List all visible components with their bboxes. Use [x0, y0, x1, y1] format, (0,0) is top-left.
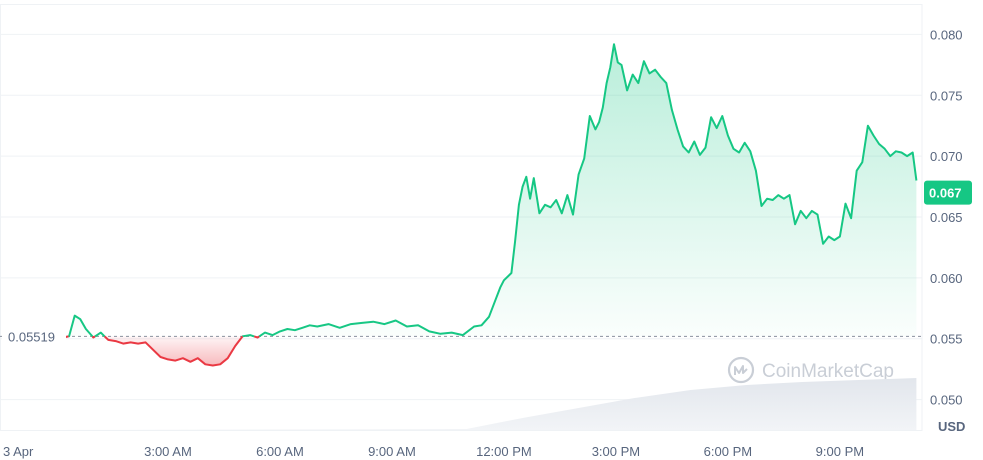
watermark-text: CoinMarketCap [762, 361, 894, 382]
y-tick-label: 0.080 [930, 27, 963, 42]
x-tick-label: 9:00 PM [816, 444, 864, 459]
coinmarketcap-logo-icon [727, 356, 755, 384]
x-tick-label: 6:00 AM [256, 444, 304, 459]
current-price-value: 0.067 [929, 186, 962, 201]
x-axis: 3 Apr 3:00 AM 6:00 AM 9:00 AM 12:00 PM 3:00 P… [3, 444, 864, 459]
x-tick-label: 3:00 AM [144, 444, 192, 459]
y-tick-label: 0.070 [930, 149, 963, 164]
current-price-badge: 0.067 [924, 180, 972, 205]
x-tick-label: 12:00 PM [476, 444, 532, 459]
x-tick-label: 3 Apr [3, 444, 34, 459]
baseline-label: 0.05519 [2, 326, 66, 347]
watermark: CoinMarketCap [727, 356, 894, 384]
price-area-up [56, 44, 917, 337]
y-tick-label: 0.075 [930, 88, 963, 103]
price-area-down [60, 336, 260, 366]
y-tick-label: 0.050 [930, 393, 963, 408]
y-tick-label: 0.065 [930, 210, 963, 225]
y-tick-label: 0.060 [930, 271, 963, 286]
x-tick-label: 3:00 PM [592, 444, 640, 459]
y-axis: 0.080 0.075 0.070 0.065 0.060 0.055 0.050 [930, 27, 963, 407]
baseline-value: 0.05519 [8, 329, 55, 344]
x-tick-label: 6:00 PM [704, 444, 752, 459]
currency-unit: USD [938, 419, 965, 434]
volume-area [55, 378, 917, 430]
y-tick-label: 0.055 [930, 332, 963, 347]
x-tick-label: 9:00 AM [368, 444, 416, 459]
